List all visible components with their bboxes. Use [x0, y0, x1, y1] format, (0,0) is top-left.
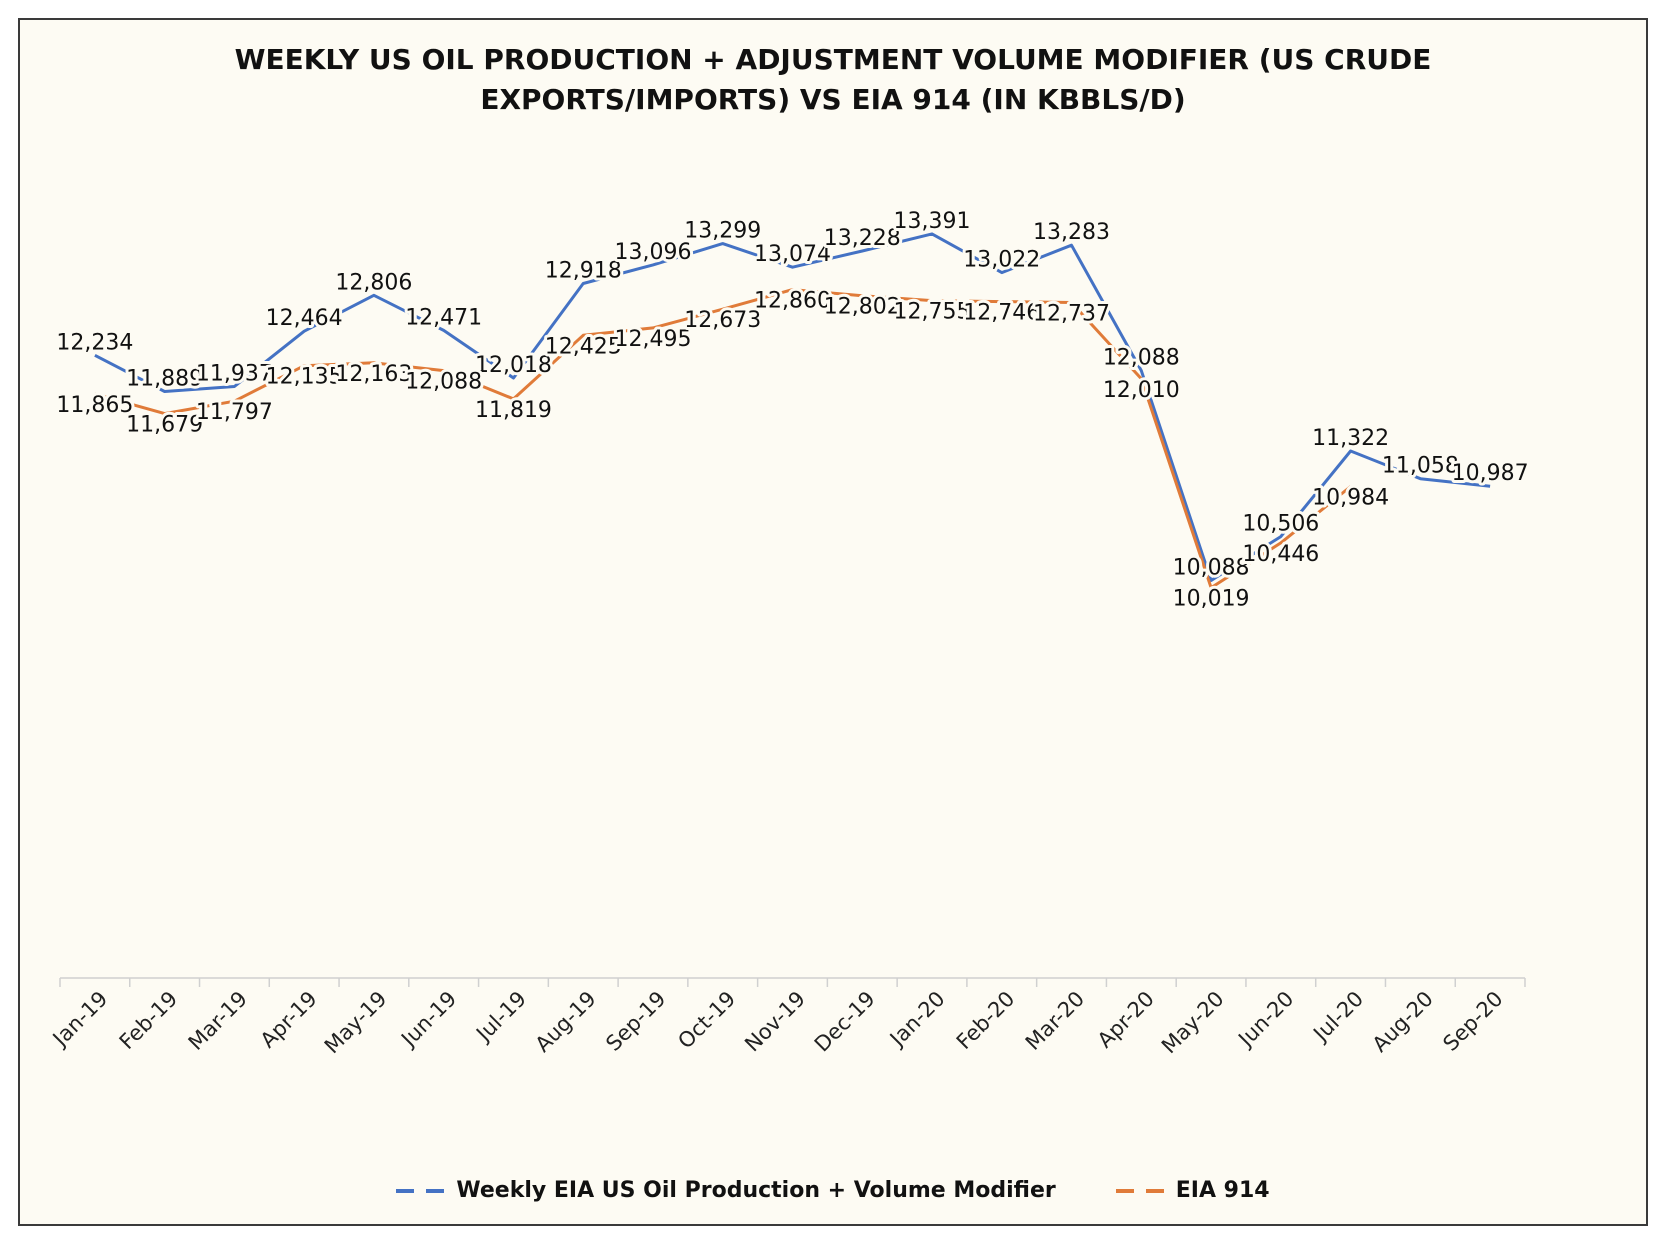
x-tick-label: Sep-19 — [601, 987, 670, 1056]
data-label-1: 12,737 — [1033, 302, 1110, 327]
x-tick-label: Jul-19 — [470, 987, 531, 1048]
x-tick-label: Mar-19 — [184, 987, 252, 1055]
data-label-0: 13,022 — [963, 248, 1040, 273]
data-label-0: 12,234 — [56, 330, 133, 355]
x-tick-label: Nov-19 — [740, 987, 810, 1057]
data-label-1: 12,673 — [684, 308, 761, 333]
x-tick-label: Jul-20 — [1308, 987, 1369, 1048]
data-label-1: 12,163 — [335, 362, 412, 387]
legend: Weekly EIA US Oil Production + Volume Mo… — [20, 1178, 1646, 1203]
data-label-0: 10,987 — [1452, 461, 1529, 486]
x-tick-label: Jun-20 — [1233, 987, 1299, 1053]
data-label-0: 11,322 — [1312, 426, 1389, 451]
data-label-0: 10,088 — [1173, 556, 1250, 581]
x-tick-label: Feb-20 — [952, 987, 1020, 1055]
data-label-0: 12,471 — [405, 305, 482, 330]
chart-title: WEEKLY US OIL PRODUCTION + ADJUSTMENT VO… — [234, 43, 1432, 116]
data-label-0: 13,283 — [1033, 220, 1110, 245]
data-label-0: 13,391 — [894, 209, 971, 234]
x-tick-label: Sep-20 — [1438, 987, 1507, 1056]
data-label-0: 12,018 — [475, 353, 552, 378]
x-tick-label: Feb-19 — [115, 987, 183, 1055]
data-label-0: 11,937 — [196, 361, 273, 386]
data-label-1: 12,495 — [614, 327, 691, 352]
data-label-1: 10,446 — [1242, 542, 1319, 567]
data-label-0: 13,096 — [614, 240, 691, 265]
x-tick-label: Aug-20 — [1368, 987, 1438, 1057]
data-label-0: 13,074 — [754, 242, 831, 267]
legend-item-eia914: EIA 914 — [1115, 1178, 1270, 1203]
data-label-0: 12,918 — [545, 259, 622, 284]
x-tick-label: Jun-19 — [395, 987, 461, 1053]
legend-label-weekly: Weekly EIA US Oil Production + Volume Mo… — [456, 1178, 1056, 1203]
data-label-0: 12,464 — [266, 306, 343, 331]
data-label-1: 12,425 — [545, 334, 622, 359]
data-label-0: 11,058 — [1382, 454, 1459, 479]
data-label-0: 12,088 — [1103, 346, 1180, 371]
data-label-1: 12,860 — [754, 289, 831, 314]
x-tick-label: Aug-19 — [531, 987, 601, 1057]
x-tick-label: Mar-20 — [1021, 987, 1089, 1055]
data-label-1: 12,010 — [1103, 378, 1180, 403]
data-label-1: 12,755 — [894, 300, 971, 325]
x-tick-label: May-20 — [1157, 987, 1229, 1059]
x-tick-label: Apr-19 — [256, 987, 322, 1053]
data-label-1: 11,865 — [56, 393, 133, 418]
x-tick-label: Jan-20 — [884, 987, 950, 1053]
data-label-0: 13,299 — [684, 219, 761, 244]
legend-swatch-eia914 — [1115, 1188, 1168, 1193]
series-line-1 — [94, 288, 1352, 590]
data-label-1: 12,088 — [405, 370, 482, 395]
data-label-1: 11,679 — [126, 413, 203, 438]
legend-item-weekly: Weekly EIA US Oil Production + Volume Mo… — [396, 1178, 1056, 1203]
data-label-1: 10,019 — [1173, 587, 1250, 612]
x-tick-label: Apr-20 — [1093, 987, 1159, 1053]
data-label-0: 10,506 — [1242, 512, 1319, 537]
data-label-0: 12,806 — [335, 270, 412, 295]
legend-label-eia914: EIA 914 — [1175, 1178, 1270, 1203]
data-label-0: 13,228 — [824, 226, 901, 251]
data-label-1: 12,802 — [824, 295, 901, 320]
series-lines — [94, 232, 1491, 590]
x-tick-label: Jan-19 — [47, 987, 113, 1053]
data-label-0: 11,889 — [126, 367, 203, 392]
x-tick-label: May-19 — [320, 987, 392, 1059]
data-label-1: 12,746 — [963, 301, 1040, 326]
data-label-1: 11,819 — [475, 398, 552, 423]
chart-frame: WEEKLY US OIL PRODUCTION + ADJUSTMENT VO… — [18, 18, 1648, 1226]
data-label-1: 12,135 — [266, 365, 343, 390]
series-line-0 — [94, 232, 1491, 582]
data-label-1: 11,797 — [196, 400, 273, 425]
x-tick-label: Oct-19 — [673, 987, 740, 1054]
x-tick-label: Dec-19 — [810, 987, 880, 1057]
data-label-1: 10,984 — [1312, 485, 1389, 510]
legend-swatch-weekly — [396, 1188, 449, 1193]
